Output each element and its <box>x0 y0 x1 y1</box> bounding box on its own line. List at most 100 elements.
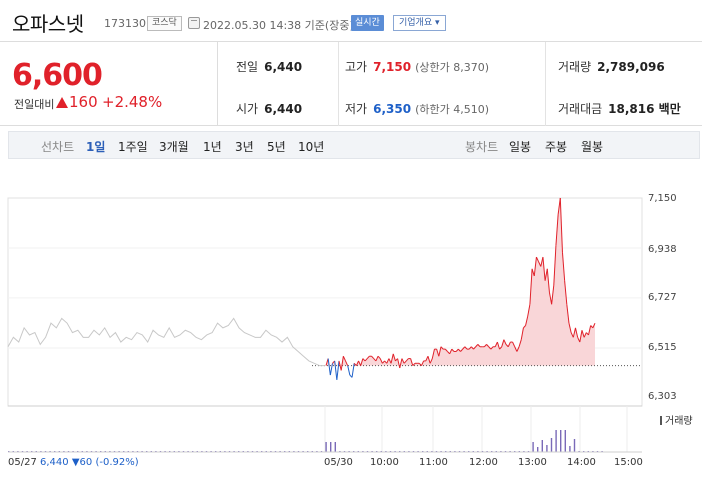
price-segment <box>420 360 425 366</box>
x-tick-label: 13:00 <box>518 457 547 468</box>
price-segment <box>327 358 331 376</box>
price-segment <box>551 285 555 305</box>
price-segment <box>444 348 448 352</box>
price-segment <box>494 341 498 347</box>
realtime-button[interactable]: 실시간 <box>351 15 384 31</box>
price-segment <box>457 348 461 352</box>
volume-bar <box>569 446 571 452</box>
price-segment <box>438 346 442 357</box>
price-segment <box>403 360 407 364</box>
price-segment <box>507 341 511 347</box>
price-segment <box>503 339 507 345</box>
candle-monthly[interactable]: 월봉 <box>581 140 604 154</box>
volume-bar <box>330 442 332 452</box>
stat-low: 저가 6,350 (하한가 4,510) <box>345 102 489 116</box>
price-segment <box>572 327 576 338</box>
price-segment <box>581 330 585 338</box>
price-segment <box>559 197 563 253</box>
current-price: 6,600 <box>12 58 103 93</box>
price-segment <box>525 315 529 326</box>
price-segment <box>561 252 566 281</box>
volume-bar <box>550 438 553 452</box>
volume-bars <box>8 430 603 452</box>
volume-bar <box>325 442 327 452</box>
price-segment <box>548 292 553 305</box>
x-tick-label: 12:00 <box>469 457 498 468</box>
price-segment <box>540 256 544 267</box>
period-10year[interactable]: 10년 <box>298 140 325 154</box>
price-segment <box>410 358 414 366</box>
price-segment <box>512 341 516 347</box>
price-segment <box>329 363 333 376</box>
period-1week[interactable]: 1주일 <box>118 140 148 154</box>
price-lines <box>7 197 596 380</box>
stock-name: 오파스넷 <box>12 12 84 36</box>
price-segment <box>490 346 494 350</box>
price-segment <box>516 346 520 352</box>
price-segment <box>460 348 464 352</box>
price-segment <box>449 348 453 355</box>
price-segment <box>399 358 403 369</box>
period-1day[interactable]: 1일 <box>86 140 106 154</box>
price-segment <box>583 332 587 338</box>
candle-chart-label: 봉차트 <box>465 140 499 154</box>
price-segment <box>405 358 409 362</box>
price-segment <box>574 327 579 338</box>
price-segment <box>520 327 524 340</box>
stock-header: 오파스넷 173130 코스닥 2022.05.30 14:38 기준(장중) … <box>0 0 702 42</box>
current-price-box: 6,600 전일대비 160 +2.48% <box>0 42 218 126</box>
price-segment <box>564 280 568 305</box>
price-segment <box>455 348 459 352</box>
price-segment <box>535 256 540 262</box>
price-segment <box>431 349 435 359</box>
price-segment <box>355 360 359 366</box>
price-segment <box>364 358 368 362</box>
chart-period-bar: 선차트 1일 1주일 3개월 1년 3년 5년 10년 봉차트 일봉 주봉 월봉 <box>8 131 700 159</box>
stat-high: 고가 7,150 (상한가 8,370) <box>345 60 489 74</box>
stat-trade-amount: 거래대금 18,816 백만 <box>558 102 681 116</box>
y-tick-label: 6,727 <box>648 292 677 303</box>
price-segment <box>440 346 444 350</box>
price-segment <box>401 358 405 364</box>
price-segment <box>468 346 472 350</box>
price-segment <box>338 360 342 371</box>
prev-day-line <box>7 317 325 367</box>
x-tick-label: 11:00 <box>419 457 448 468</box>
price-segment <box>592 322 596 329</box>
price-segment <box>529 268 533 305</box>
y-tick-label: 6,303 <box>648 391 677 402</box>
price-segment <box>392 353 396 362</box>
company-overview-button[interactable]: 기업개요 ▾ <box>393 15 446 31</box>
clock-icon <box>188 17 200 29</box>
candle-weekly[interactable]: 주봉 <box>545 140 568 154</box>
price-segment <box>518 339 522 347</box>
price-segment <box>464 346 468 350</box>
price-segment <box>579 330 583 343</box>
period-1year[interactable]: 1년 <box>203 140 222 154</box>
price-segment <box>462 346 466 350</box>
change-label: 전일대비 <box>14 98 55 111</box>
price-segment <box>451 348 455 352</box>
price-segment <box>336 360 340 380</box>
volume-bar <box>532 442 534 452</box>
y-tick-label: 6,938 <box>648 244 677 255</box>
price-segment <box>501 339 505 347</box>
price-segment <box>477 344 481 348</box>
candle-daily[interactable]: 일봉 <box>509 140 532 154</box>
price-segment <box>425 355 429 362</box>
period-3month[interactable]: 3개월 <box>159 140 189 154</box>
price-segment <box>544 268 548 281</box>
price-segment <box>436 348 440 357</box>
period-5year[interactable]: 5년 <box>267 140 286 154</box>
price-segment <box>390 353 394 364</box>
y-tick-label: 6,515 <box>648 342 677 353</box>
period-3year[interactable]: 3년 <box>235 140 254 154</box>
volume-bar <box>560 430 562 452</box>
x-tick-label: 10:00 <box>370 457 399 468</box>
stat-prev-close: 전일 6,440 <box>236 60 303 74</box>
price-segment <box>397 358 401 369</box>
price-segment <box>371 355 375 359</box>
price-segment <box>473 346 477 350</box>
stat-open: 시가 6,440 <box>236 102 303 116</box>
price-segment <box>388 358 392 364</box>
